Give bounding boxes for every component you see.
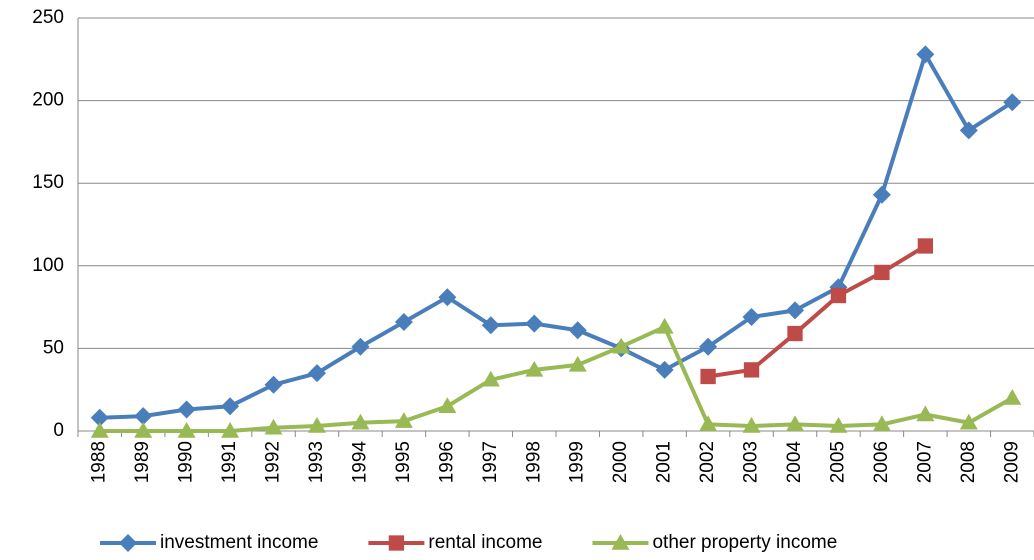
marker <box>1003 93 1022 112</box>
x-tick-label: 1988 <box>89 441 110 483</box>
legend-marker <box>119 534 137 552</box>
x-tick-label: 1995 <box>393 441 414 483</box>
x-tick-label: 1993 <box>306 441 327 483</box>
marker <box>787 325 803 342</box>
x-tick-label: 1996 <box>436 441 457 483</box>
legend-label: investment income <box>160 532 318 553</box>
marker <box>742 308 761 327</box>
x-tick-label: 2006 <box>871 441 892 483</box>
marker <box>481 316 500 335</box>
marker <box>872 185 891 204</box>
marker <box>916 405 935 422</box>
marker <box>351 413 370 430</box>
marker <box>438 288 457 307</box>
marker <box>874 264 890 281</box>
marker <box>394 312 413 331</box>
marker <box>612 337 631 354</box>
x-tick-label: 1990 <box>176 441 197 483</box>
marker <box>916 45 935 64</box>
x-tick-label: 1992 <box>263 441 284 483</box>
x-tick-label: 2002 <box>697 441 718 483</box>
x-tick-label: 2001 <box>654 441 675 483</box>
x-tick-label: 2005 <box>827 441 848 483</box>
marker <box>829 417 848 433</box>
x-tick-label: 2000 <box>610 441 631 483</box>
series-line <box>99 52 1014 420</box>
marker <box>351 337 370 356</box>
x-tick-label: 2009 <box>1001 441 1022 483</box>
marker <box>221 422 240 438</box>
marker <box>786 415 804 432</box>
marker <box>221 397 240 416</box>
marker <box>699 415 718 432</box>
legend-label: rental income <box>428 532 542 553</box>
marker <box>525 360 544 377</box>
marker <box>438 397 457 413</box>
marker <box>394 412 413 428</box>
marker <box>525 314 544 333</box>
y-tick-label: 200 <box>32 90 64 111</box>
x-tick-label: 2008 <box>958 441 979 483</box>
marker <box>742 417 761 433</box>
x-tick-label: 1989 <box>132 441 153 483</box>
marker <box>655 317 674 334</box>
marker <box>568 355 587 372</box>
marker <box>743 362 760 378</box>
x-tick-label: 1997 <box>480 441 501 483</box>
x-tick-label: 1998 <box>523 441 544 483</box>
marker <box>959 413 978 430</box>
y-tick-label: 50 <box>43 337 64 358</box>
marker <box>308 364 326 383</box>
y-tick-label: 100 <box>32 255 64 276</box>
marker <box>90 422 109 438</box>
series-line <box>99 324 1014 433</box>
marker <box>786 301 804 320</box>
marker <box>655 360 674 379</box>
marker <box>959 121 978 140</box>
x-tick-label: 2007 <box>914 441 935 483</box>
marker <box>264 375 283 394</box>
x-tick-label: 2003 <box>741 441 762 483</box>
y-tick-label: 0 <box>53 420 64 441</box>
marker <box>568 321 587 340</box>
marker <box>264 418 283 435</box>
marker <box>308 417 326 433</box>
x-tick-label: 2004 <box>784 441 805 484</box>
x-tick-label: 1991 <box>219 441 240 483</box>
marker <box>872 415 891 432</box>
marker <box>90 408 109 427</box>
x-tick-label: 1994 <box>349 441 370 484</box>
marker <box>830 287 847 304</box>
marker <box>481 370 500 387</box>
y-tick-label: 250 <box>32 7 64 28</box>
marker <box>134 407 153 426</box>
marker <box>699 337 718 356</box>
y-tick-label: 150 <box>32 172 64 193</box>
marker <box>700 368 716 385</box>
legend-label: other property income <box>652 532 837 553</box>
legend-marker <box>611 534 630 550</box>
x-tick-label: 1999 <box>567 441 588 483</box>
marker <box>177 400 196 419</box>
marker <box>134 422 153 438</box>
marker <box>917 238 934 254</box>
marker <box>1003 388 1022 405</box>
marker <box>177 422 196 438</box>
legend-marker <box>388 535 405 551</box>
